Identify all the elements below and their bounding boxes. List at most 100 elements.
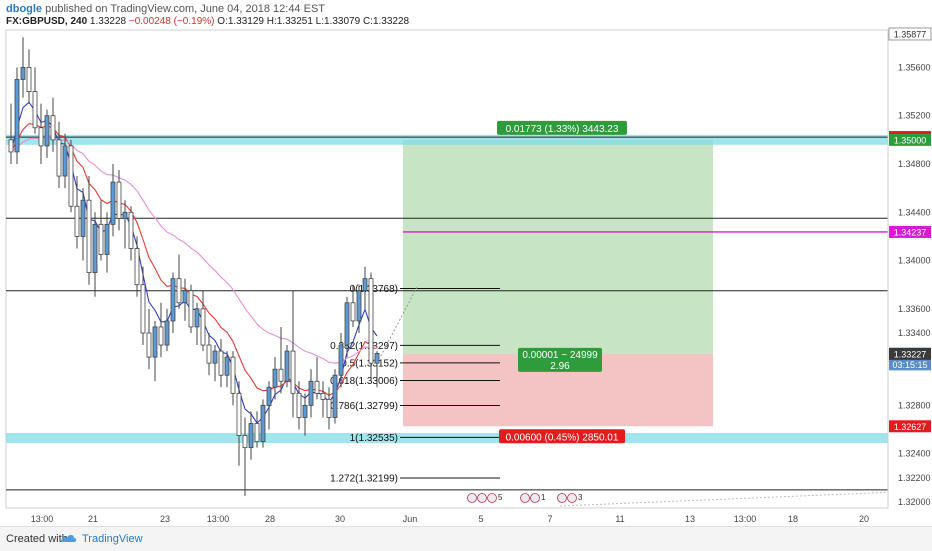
- candle-body: [260, 404, 266, 443]
- candle[interactable]: [20, 37, 26, 98]
- candle[interactable]: [326, 387, 332, 430]
- ratio-label-2: 2.96: [550, 361, 570, 372]
- candle[interactable]: [206, 332, 212, 376]
- candle[interactable]: [278, 326, 284, 394]
- candle[interactable]: [44, 109, 50, 158]
- candle[interactable]: [74, 176, 80, 249]
- stop-label[interactable]: 0.00600 (0.45%) 2850.01: [499, 429, 625, 444]
- candle[interactable]: [152, 320, 158, 382]
- candle-body: [92, 223, 98, 274]
- candle[interactable]: [140, 266, 146, 346]
- price-label-entry: 1.33227: [889, 347, 931, 360]
- candle[interactable]: [236, 381, 242, 466]
- candle-body: [14, 79, 20, 153]
- candle-body: [164, 320, 170, 346]
- candle[interactable]: [284, 345, 290, 388]
- author-name[interactable]: dbogle: [6, 3, 43, 15]
- candle[interactable]: [344, 296, 350, 358]
- event-flag-icon[interactable]: 5: [487, 493, 504, 503]
- candle[interactable]: [8, 103, 14, 164]
- economic-events[interactable]: 2253143: [467, 493, 584, 503]
- price-axis[interactable]: [888, 30, 932, 508]
- price-label-bg: [889, 225, 931, 238]
- candle[interactable]: [248, 411, 254, 460]
- candle[interactable]: [68, 139, 74, 213]
- candle-body: [32, 91, 38, 129]
- support-resistance-zone[interactable]: [6, 432, 888, 443]
- candle[interactable]: [194, 302, 200, 346]
- price-label-text: 1.33227: [894, 349, 927, 359]
- candle[interactable]: [104, 212, 110, 273]
- candle[interactable]: [38, 103, 44, 164]
- candle[interactable]: [350, 284, 356, 327]
- candle[interactable]: [164, 308, 170, 352]
- candle[interactable]: [338, 332, 344, 388]
- candle[interactable]: [368, 272, 374, 382]
- candle[interactable]: [212, 345, 218, 382]
- event-flag-icon[interactable]: 1: [530, 493, 547, 503]
- candle[interactable]: [230, 351, 236, 406]
- candle[interactable]: [314, 357, 320, 400]
- candle[interactable]: [170, 272, 176, 333]
- candle[interactable]: [218, 339, 224, 388]
- ema-slow-line[interactable]: [10, 136, 378, 364]
- candle[interactable]: [224, 351, 230, 388]
- candle[interactable]: [122, 200, 128, 249]
- candle[interactable]: [86, 176, 92, 285]
- candle[interactable]: [158, 302, 164, 358]
- candle[interactable]: [272, 357, 278, 400]
- candle[interactable]: [254, 411, 260, 448]
- candle[interactable]: [110, 163, 116, 237]
- candle-body: [338, 344, 344, 376]
- candle[interactable]: [296, 381, 302, 430]
- candle[interactable]: [302, 393, 308, 436]
- target-label-bg: [497, 120, 627, 135]
- candles[interactable]: [8, 37, 380, 496]
- candle[interactable]: [266, 381, 272, 430]
- price-chart[interactable]: 0(1.33768) 0.382(1.33297) 0.5(1.33152) 0.61…: [0, 0, 932, 526]
- candle-body: [206, 344, 212, 364]
- candle[interactable]: [182, 278, 188, 321]
- x-tick-label: 7: [547, 514, 552, 524]
- candle[interactable]: [362, 266, 368, 309]
- x-tick-label: Jun: [403, 514, 418, 524]
- candle[interactable]: [128, 206, 134, 261]
- candle[interactable]: [62, 133, 68, 189]
- x-tick-label: 13:00: [31, 514, 54, 524]
- candle[interactable]: [14, 67, 20, 164]
- x-tick-label: 13:00: [734, 514, 757, 524]
- event-flag-icon[interactable]: 3: [567, 493, 584, 503]
- candle[interactable]: [242, 417, 248, 496]
- candle[interactable]: [26, 49, 32, 104]
- candle[interactable]: [290, 290, 296, 418]
- target-label[interactable]: 0.01773 (1.33%) 3443.23: [497, 120, 627, 135]
- candle[interactable]: [92, 212, 98, 297]
- candle[interactable]: [188, 284, 194, 333]
- candle[interactable]: [320, 381, 326, 418]
- candle[interactable]: [80, 188, 86, 261]
- x-tick-label: 21: [88, 514, 98, 524]
- x-tick-label: 18: [788, 514, 798, 524]
- trend-projection-line[interactable]: [559, 491, 889, 507]
- candle[interactable]: [116, 170, 122, 231]
- tradingview-brand[interactable]: TradingView: [82, 533, 143, 545]
- candle[interactable]: [50, 97, 56, 152]
- candle[interactable]: [98, 200, 104, 261]
- candle[interactable]: [134, 236, 140, 297]
- y-tick-label: 1.33400: [898, 328, 931, 338]
- candle[interactable]: [32, 67, 38, 134]
- candle[interactable]: [308, 369, 314, 418]
- profit-zone[interactable]: [403, 139, 713, 354]
- candle[interactable]: [200, 290, 206, 352]
- candle[interactable]: [356, 284, 362, 333]
- candle[interactable]: [176, 254, 182, 309]
- candle[interactable]: [56, 121, 62, 189]
- candle[interactable]: [260, 399, 266, 448]
- support-resistance-zone[interactable]: [6, 134, 888, 145]
- candle-body: [122, 211, 128, 219]
- fibonacci-retracement[interactable]: 0(1.33768) 0.382(1.33297) 0.5(1.33152) 0.61…: [330, 284, 500, 484]
- candle[interactable]: [332, 369, 338, 424]
- candle[interactable]: [146, 308, 152, 370]
- symbol-label[interactable]: FX:GBPUSD, 240: [6, 16, 88, 27]
